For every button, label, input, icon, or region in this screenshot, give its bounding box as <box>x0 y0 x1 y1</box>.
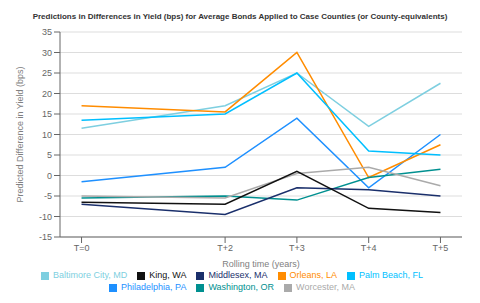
html-text:Baltimore City, MD: Baltimore City, MD <box>52 270 128 280</box>
svg-text:T=0: T=0 <box>74 243 90 253</box>
svg-text:25: 25 <box>42 68 52 78</box>
svg-text:T+3: T+3 <box>289 243 305 253</box>
svg-text:Predicted Difference in Yield: Predicted Difference in Yield (bps) <box>15 67 25 203</box>
svg-text:35: 35 <box>42 27 52 37</box>
svg-text:T+4: T+4 <box>361 243 377 253</box>
svg-text:-10: -10 <box>39 212 52 222</box>
svg-text:10: 10 <box>42 130 52 140</box>
html-text:Washington, OR: Washington, OR <box>208 282 275 292</box>
svg-text:0: 0 <box>47 171 52 181</box>
html-text:Worcester, MA: Worcester, MA <box>296 282 355 292</box>
html-text:Philadelphia, PA: Philadelphia, PA <box>121 282 187 292</box>
svg-text:T+5: T+5 <box>433 243 449 253</box>
html-text:Orleans, LA: Orleans, LA <box>289 270 337 280</box>
svg-text:-5: -5 <box>44 191 52 201</box>
svg-text:T+2: T+2 <box>217 243 233 253</box>
svg-text:-15: -15 <box>39 232 52 242</box>
svg-text:Rolling time (years): Rolling time (years) <box>222 259 300 269</box>
svg-text:30: 30 <box>42 48 52 58</box>
html-text:Predictions in Differences in: Predictions in Differences in Yield (bps… <box>32 12 448 21</box>
html-text:Middlesex, MA: Middlesex, MA <box>208 270 268 280</box>
svg-text:5: 5 <box>47 150 52 160</box>
html-text:King, WA: King, WA <box>149 270 187 280</box>
svg-text:15: 15 <box>42 109 52 119</box>
svg-text:20: 20 <box>42 89 52 99</box>
html-text:Palm Beach, FL: Palm Beach, FL <box>359 270 424 280</box>
